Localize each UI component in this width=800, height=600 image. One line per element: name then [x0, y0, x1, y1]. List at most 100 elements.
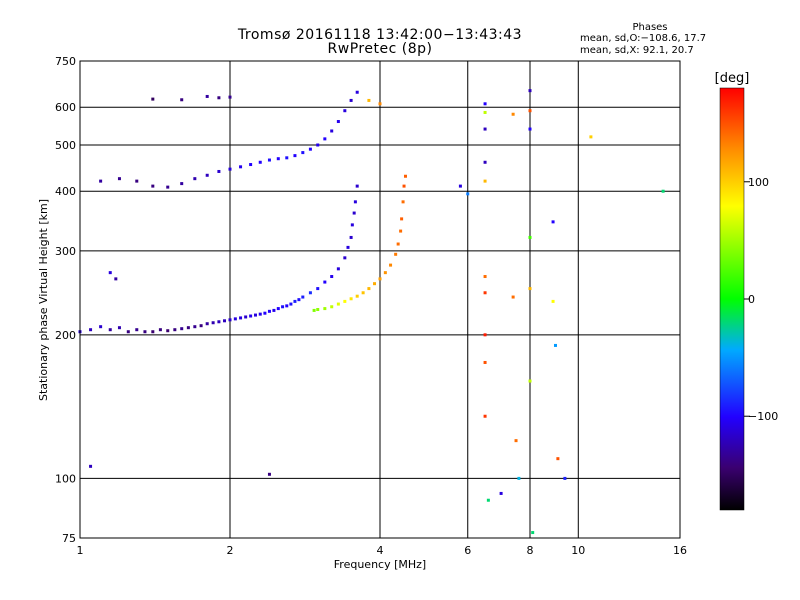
data-point — [350, 223, 354, 227]
data-point — [151, 330, 155, 334]
data-point — [99, 179, 103, 183]
data-point — [117, 177, 121, 181]
data-point — [483, 102, 487, 106]
data-point — [316, 287, 320, 291]
data-point — [402, 184, 406, 188]
data-point — [199, 324, 203, 328]
data-point — [108, 271, 112, 275]
data-point — [349, 297, 353, 301]
data-point — [228, 167, 232, 171]
data-point — [217, 169, 221, 173]
data-point — [293, 154, 297, 158]
colorbar-tick-label: −100 — [748, 410, 778, 423]
y-tick-label: 600 — [55, 101, 76, 114]
data-point — [180, 98, 184, 102]
data-point — [244, 315, 248, 319]
data-point — [217, 320, 221, 324]
data-point — [217, 96, 221, 100]
x-axis-label: Frequency [MHz] — [334, 558, 426, 571]
data-point — [373, 282, 377, 286]
data-point — [263, 311, 267, 315]
data-point — [355, 184, 359, 188]
data-point — [556, 457, 560, 461]
data-point — [528, 235, 532, 239]
data-point — [272, 308, 276, 312]
data-point — [336, 302, 340, 306]
data-point — [193, 325, 197, 329]
data-point — [483, 110, 487, 114]
phases-x-stats: mean, sd,X: 92.1, 20.7 — [580, 45, 694, 56]
data-point — [205, 94, 209, 98]
data-point — [301, 151, 305, 155]
data-point — [401, 200, 405, 204]
data-point — [267, 472, 271, 476]
data-point — [551, 299, 555, 303]
data-point — [151, 184, 155, 188]
data-point — [589, 135, 593, 139]
colorbar — [719, 87, 745, 511]
data-point — [186, 326, 190, 330]
data-point — [205, 322, 209, 326]
series-group — [99, 90, 359, 189]
x-tick-label: 8 — [527, 544, 534, 557]
y-axis-ticks: 75 100 200 300 400 500 600 750 — [55, 55, 76, 545]
x-tick-label: 1 — [77, 544, 84, 557]
data-point — [143, 330, 147, 334]
data-point — [511, 295, 515, 299]
data-point — [352, 211, 356, 215]
data-points — [78, 89, 665, 535]
data-point — [400, 217, 404, 221]
data-point — [285, 156, 289, 160]
data-point — [343, 299, 347, 303]
data-point — [511, 112, 515, 116]
data-point — [233, 317, 237, 321]
y-axis-label: Stationary phase Virtual Height [km] — [37, 199, 50, 401]
data-point — [89, 464, 93, 468]
plot-frame — [79, 60, 681, 539]
data-point — [267, 158, 271, 162]
data-point — [367, 98, 371, 102]
data-point — [361, 291, 365, 295]
data-point — [301, 295, 305, 299]
data-point — [403, 174, 407, 178]
data-point — [108, 328, 112, 332]
colorbar-tick-label: 100 — [748, 176, 769, 189]
data-point — [151, 97, 155, 101]
data-point — [205, 173, 209, 177]
data-point — [514, 439, 518, 443]
data-point — [323, 137, 327, 141]
data-point — [483, 179, 487, 183]
data-point — [486, 498, 490, 502]
data-point — [239, 165, 243, 169]
data-point — [528, 89, 532, 93]
x-axis-ticks: 1 2 4 6 8 10 16 — [77, 544, 688, 557]
series-group — [78, 184, 359, 334]
data-point — [483, 275, 487, 279]
data-point — [89, 328, 93, 332]
x-tick-label: 6 — [464, 544, 471, 557]
data-point — [336, 267, 340, 271]
data-point — [293, 299, 297, 303]
data-point — [173, 328, 177, 332]
y-tick-label: 200 — [55, 329, 76, 342]
data-point — [458, 184, 462, 188]
data-point — [253, 313, 257, 317]
data-point — [399, 229, 403, 233]
data-point — [483, 160, 487, 164]
data-point — [483, 360, 487, 364]
data-point — [166, 329, 170, 333]
data-point — [228, 95, 232, 99]
y-tick-label: 75 — [62, 532, 76, 545]
data-point — [249, 314, 253, 318]
data-point — [166, 185, 170, 189]
grid-lines — [79, 60, 681, 539]
data-point — [135, 179, 139, 183]
chart-subtitle: RwPretec (8p) — [327, 41, 433, 57]
data-point — [180, 327, 184, 331]
data-point — [483, 333, 487, 337]
data-point — [553, 343, 557, 347]
data-point — [383, 271, 387, 275]
data-point — [281, 305, 285, 309]
data-point — [517, 476, 521, 480]
